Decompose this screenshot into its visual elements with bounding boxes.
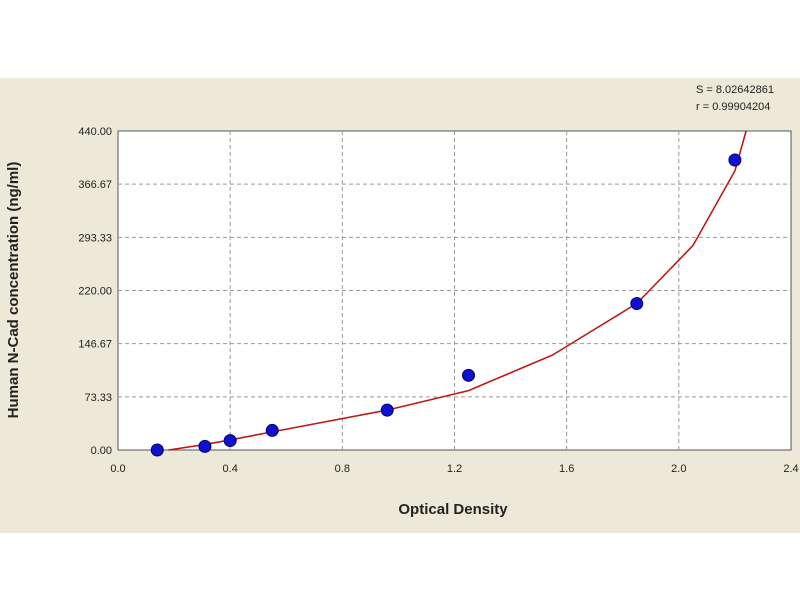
y-tick-label: 440.00: [78, 126, 112, 138]
x-tick-label: 2.4: [783, 463, 798, 475]
data-point: [630, 297, 644, 311]
y-tick-label: 73.33: [84, 392, 112, 404]
data-point: [380, 403, 394, 417]
x-tick-label: 1.2: [447, 463, 462, 475]
x-tick-label: 0.0: [110, 463, 125, 475]
y-tick-label: 0.00: [91, 445, 112, 457]
x-axis-title: Optical Density: [398, 501, 508, 518]
x-tick-label: 0.8: [335, 463, 350, 475]
stat-r-value: r = 0.99904204: [696, 101, 770, 113]
y-tick-label: 366.67: [78, 179, 112, 191]
x-tick-label: 0.4: [223, 463, 238, 475]
y-axis-title: Human N-Cad concentration (ng/ml): [5, 162, 22, 419]
data-point: [728, 153, 742, 167]
stat-s-value: S = 8.02642861: [696, 84, 774, 96]
data-point: [265, 423, 279, 437]
y-tick-label: 146.67: [78, 339, 112, 351]
gridlines: [118, 131, 791, 450]
series-layer: [150, 130, 747, 457]
x-tick-label: 1.6: [559, 463, 574, 475]
y-axis-ticks: 0.00 73.33 146.67 220.00 293.33 366.67 440.00: [78, 126, 112, 457]
data-point: [150, 443, 164, 457]
data-point: [198, 439, 212, 453]
y-tick-label: 220.00: [78, 286, 112, 298]
y-tick-label: 293.33: [78, 232, 112, 244]
data-point: [462, 368, 476, 382]
data-point: [223, 434, 237, 448]
x-axis-ticks: 0.0 0.4 0.8 1.2 1.6 2.0 2.4: [110, 463, 798, 475]
x-tick-label: 2.0: [671, 463, 686, 475]
